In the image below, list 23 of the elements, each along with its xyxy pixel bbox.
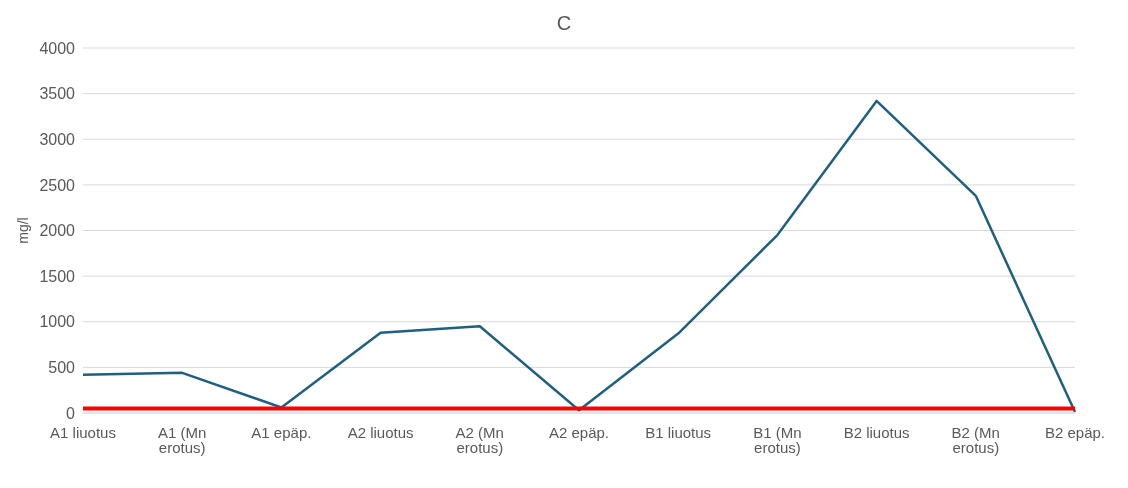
x-tick-label: B2 epäp.: [1044, 423, 1106, 441]
x-tick-label: A1 (Mn erotus): [158, 423, 207, 456]
x-tick-label: A2 (Mn erotus): [455, 423, 504, 456]
x-tick-label: B1 liuotus: [645, 423, 712, 441]
x-tick-label: B2 (Mn erotus): [951, 423, 1000, 456]
y-tick-label: 500: [48, 359, 76, 377]
y-tick-label: 3500: [39, 85, 76, 103]
x-tick-label: B1 (Mn erotus): [753, 423, 802, 456]
line-series: [81, 99, 1077, 413]
y-tick-label: 1000: [39, 313, 76, 331]
x-tick-label: A2 liuotus: [347, 423, 414, 441]
y-tick-label: 1500: [39, 267, 76, 285]
y-tick-label: 2500: [39, 176, 76, 194]
x-tick-label: B2 liuotus: [843, 423, 910, 441]
y-tick-label: 2000: [39, 222, 76, 240]
y-tick-label: 3000: [39, 130, 76, 148]
y-tick-label: 4000: [39, 39, 76, 57]
chart-title: C: [555, 11, 573, 36]
x-tick-label: A1 epäp.: [251, 423, 312, 441]
y-tick-label: 0: [66, 404, 76, 422]
x-tick-label: A2 epäp.: [548, 423, 610, 441]
y-axis-title: mg/l: [14, 217, 31, 244]
x-tick-label: A1 liuotus: [50, 423, 116, 441]
